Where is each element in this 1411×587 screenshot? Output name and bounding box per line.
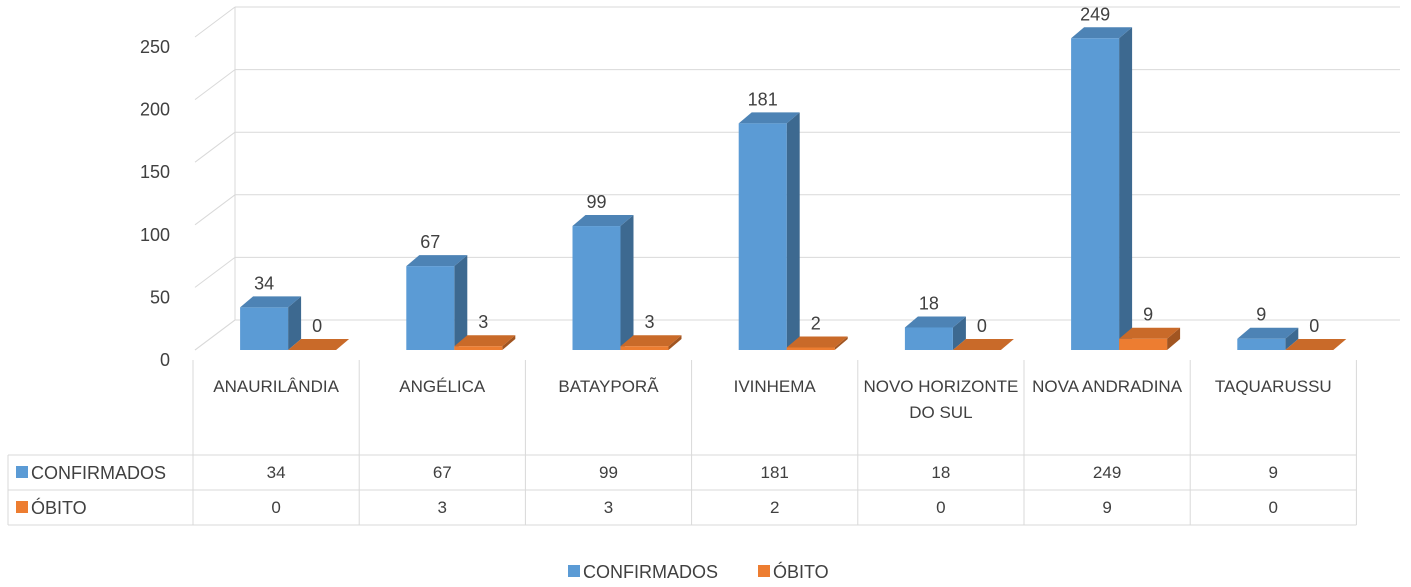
legend-label: ÓBITO [773,561,829,582]
data-label: 3 [478,312,488,332]
table-series-name: CONFIRMADOS [31,463,166,483]
bar [572,226,621,350]
data-label: 9 [1143,305,1153,325]
bar-side [620,215,634,350]
legend-key [758,565,770,577]
bar [786,347,835,350]
data-label: 249 [1080,4,1110,24]
data-label: 0 [977,316,987,336]
table-value: 34 [266,462,286,482]
bar-top [620,335,682,347]
x-tick-label: NOVO HORIZONTE DO SUL [863,377,1019,422]
bar-top [786,336,848,348]
bar-top [454,335,516,347]
data-label: 0 [1309,316,1319,336]
table-value: 9 [1268,462,1279,482]
bar-side [288,296,302,350]
bar-side [502,335,516,350]
x-tick-label: BATAYPORÃ [558,377,659,396]
data-label: 18 [919,293,939,313]
table-series-name: ÓBITO [31,497,87,518]
table-value: 0 [271,497,281,517]
bar-top [1285,339,1347,350]
bar-side [1119,27,1133,350]
bar-top [240,296,302,308]
y-tick-label: 50 [150,287,170,307]
data-label: 9 [1256,305,1266,325]
bar-top [1237,327,1299,339]
bar-top [572,215,634,227]
table-value: 67 [432,462,452,482]
grid-line [194,319,236,351]
bar [738,123,787,350]
bar [1071,38,1120,350]
table-value: 2 [769,497,780,517]
data-label: 3 [645,312,655,332]
bar [454,346,503,350]
legend-label: CONFIRMADOS [583,562,718,582]
grid-line [194,194,236,226]
table-value: 0 [1268,497,1279,517]
data-label: 34 [254,273,274,293]
bar-top [406,255,468,267]
bar-side [834,336,848,350]
grid-line [194,69,236,100]
table-value: 99 [599,462,618,482]
bar-top [288,339,350,350]
table-legend-key [16,501,28,513]
table-value: 249 [1092,462,1122,482]
y-tick-label: 250 [140,37,170,57]
data-label: 2 [811,313,821,333]
bar-side [454,255,468,350]
x-tick-label: ANGÉLICA [399,377,486,396]
grid-line [194,256,236,288]
table-value: 3 [437,497,448,517]
bar-side [786,112,800,350]
bar [406,266,455,350]
bar [1237,338,1286,350]
y-tick-label: 0 [160,350,170,370]
bar-top [1119,327,1181,339]
table-value: 3 [603,497,614,517]
bar [904,327,953,350]
x-tick-label: ANAURILÂNDIA [213,377,339,396]
bar-side [1167,327,1181,350]
grid-line [194,131,236,163]
data-label: 67 [420,232,440,252]
data-label: 181 [748,89,778,109]
table-value: 18 [931,462,951,482]
y-tick-label: 150 [140,162,170,182]
y-tick-label: 200 [140,100,170,120]
table-value: 0 [936,497,946,517]
data-label: 99 [586,192,606,212]
bar [240,307,289,350]
bar-top [738,112,800,124]
data-label: 0 [312,316,322,336]
bar [1119,338,1168,350]
bar-side [1285,327,1299,350]
table-legend-key [16,466,28,478]
y-tick-label: 100 [140,225,170,245]
x-tick-label: TAQUARUSSU [1214,377,1332,396]
bar-top [952,339,1014,350]
grid-line [194,6,236,38]
table-value: 181 [760,462,789,482]
bar-side [668,335,682,350]
bar [620,346,669,350]
x-tick-label: NOVA ANDRADINA [1032,377,1183,396]
x-tick-label: IVINHEMA [733,377,816,396]
bar-top [1071,27,1133,39]
bar-side [952,316,966,350]
table-value: 9 [1102,497,1112,517]
bar-top [904,316,966,328]
legend-key [568,565,580,577]
